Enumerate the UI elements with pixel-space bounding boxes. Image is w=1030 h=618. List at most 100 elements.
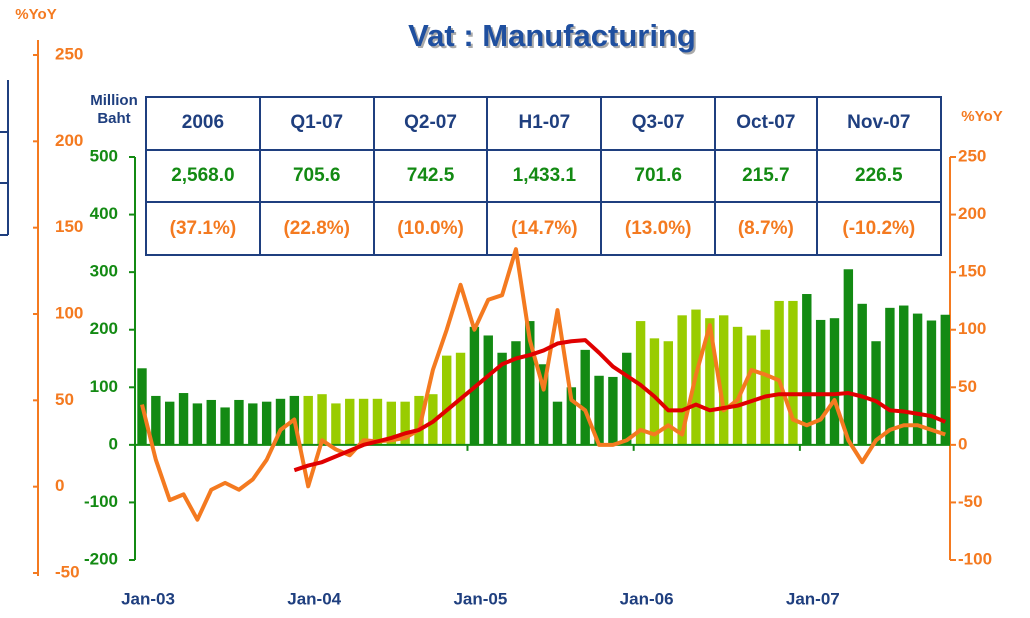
table-row: 2006 Q1-07 Q2-07 H1-07 Q3-07 Oct-07 Nov-07 — [145, 96, 943, 151]
y-tick-label: 400 — [90, 204, 118, 223]
table-cell: 2006 — [145, 96, 261, 151]
line — [293, 338, 947, 473]
table-cell: (8.7%) — [714, 201, 818, 256]
bar — [732, 326, 743, 445]
y-tick-label: -200 — [84, 549, 118, 568]
bar — [151, 395, 161, 445]
background-y2-tick-label: 200 — [55, 131, 83, 150]
bar — [372, 398, 383, 445]
bar — [275, 398, 286, 445]
bar — [580, 349, 590, 445]
bar — [774, 300, 784, 445]
table-cell: 705.6 — [258, 148, 375, 204]
x-tick-label: Jan-07 — [786, 589, 840, 608]
y-tick-label: 200 — [90, 319, 118, 338]
bar — [345, 398, 355, 445]
bar — [663, 341, 673, 445]
table-row: 2,568.0 705.6 742.5 1,433.1 701.6 215.7 226.5 — [145, 148, 943, 204]
bar — [483, 335, 493, 445]
bar — [192, 403, 203, 445]
background-y2-tick-label: 100 — [55, 303, 83, 322]
bar — [677, 315, 687, 445]
x-tick-label: Jan-06 — [620, 589, 674, 608]
table-cell: (10.0%) — [372, 201, 489, 256]
table-cell: Oct-07 — [714, 96, 818, 151]
bar — [261, 401, 272, 445]
bar — [912, 313, 923, 445]
bar — [746, 335, 757, 445]
bar — [414, 395, 424, 445]
bar — [857, 303, 867, 445]
y2-tick-label: 100 — [958, 319, 986, 338]
bar — [525, 321, 535, 445]
bar — [400, 401, 410, 445]
bar — [815, 319, 826, 445]
bar — [719, 315, 729, 445]
table-cell: Q2-07 — [372, 96, 489, 151]
bar — [802, 294, 812, 445]
bar — [511, 341, 521, 445]
bar — [234, 399, 244, 445]
background-y2-tick-label: 50 — [55, 390, 74, 409]
background-y2-tick-label: 0 — [55, 476, 64, 495]
bar — [206, 399, 216, 445]
bar — [885, 307, 895, 445]
table-cell: (37.1%) — [145, 201, 261, 256]
bar — [552, 401, 563, 445]
bar — [705, 318, 715, 445]
bar — [178, 393, 189, 445]
bar — [843, 269, 854, 445]
bar — [649, 338, 660, 445]
table-cell: 215.7 — [714, 148, 818, 204]
bar — [538, 364, 549, 445]
bar — [566, 387, 577, 445]
bar — [788, 300, 798, 445]
table-cell: 701.6 — [600, 148, 717, 204]
bar — [594, 375, 604, 445]
bar — [165, 401, 175, 445]
bar — [871, 341, 881, 445]
table-row: (37.1%) (22.8%) (10.0%) (14.7%) (13.0%) (8.7%… — [145, 201, 943, 256]
bar — [940, 314, 950, 445]
table-cell: Q1-07 — [258, 96, 375, 151]
y-tick-label: 0 — [109, 434, 118, 453]
x-tick-label: Jan-05 — [453, 589, 507, 608]
y-tick-label: -100 — [84, 492, 118, 511]
y2-tick-label: 50 — [958, 377, 977, 396]
y2-tick-label: 250 — [958, 146, 986, 165]
summary-table: 2006 Q1-07 Q2-07 H1-07 Q3-07 Oct-07 Nov-07 2,56… — [145, 96, 943, 256]
bar — [303, 395, 313, 445]
line — [140, 247, 946, 522]
y2-axis-label: %YoY — [961, 108, 1002, 125]
table-cell: H1-07 — [486, 96, 603, 151]
bar — [899, 305, 909, 445]
bar — [442, 355, 452, 445]
table-cell: 226.5 — [815, 148, 943, 204]
table-cell: (22.8%) — [258, 201, 375, 256]
y2-tick-label: 150 — [958, 262, 986, 281]
chart-title-shadow: Vat : Manufacturing — [410, 20, 698, 55]
chart-title: Vat : Manufacturing — [408, 18, 696, 53]
bar — [248, 403, 258, 445]
table-cell: 742.5 — [372, 148, 489, 204]
bar — [829, 318, 840, 445]
table-cell: Nov-07 — [815, 96, 943, 151]
table-cell: 1,433.1 — [486, 148, 603, 204]
bar — [317, 394, 327, 445]
y2-tick-label: 0 — [958, 434, 967, 453]
bar — [926, 320, 937, 445]
table-cell: (-10.2%) — [815, 201, 943, 256]
bar — [608, 376, 618, 445]
x-tick-label: Jan-04 — [287, 589, 341, 608]
y-tick-label: 300 — [90, 262, 118, 281]
y-tick-label: 100 — [90, 377, 118, 396]
bar — [358, 398, 369, 445]
y2-tick-label: 200 — [958, 204, 986, 223]
y-axis-label: Million Baht — [90, 92, 138, 127]
background-y2-tick-label: 250 — [55, 44, 83, 63]
background-y2-tick-label: -50 — [55, 562, 80, 581]
y2-tick-label: -50 — [958, 492, 983, 511]
background-y2-tick-label: 150 — [55, 217, 83, 236]
